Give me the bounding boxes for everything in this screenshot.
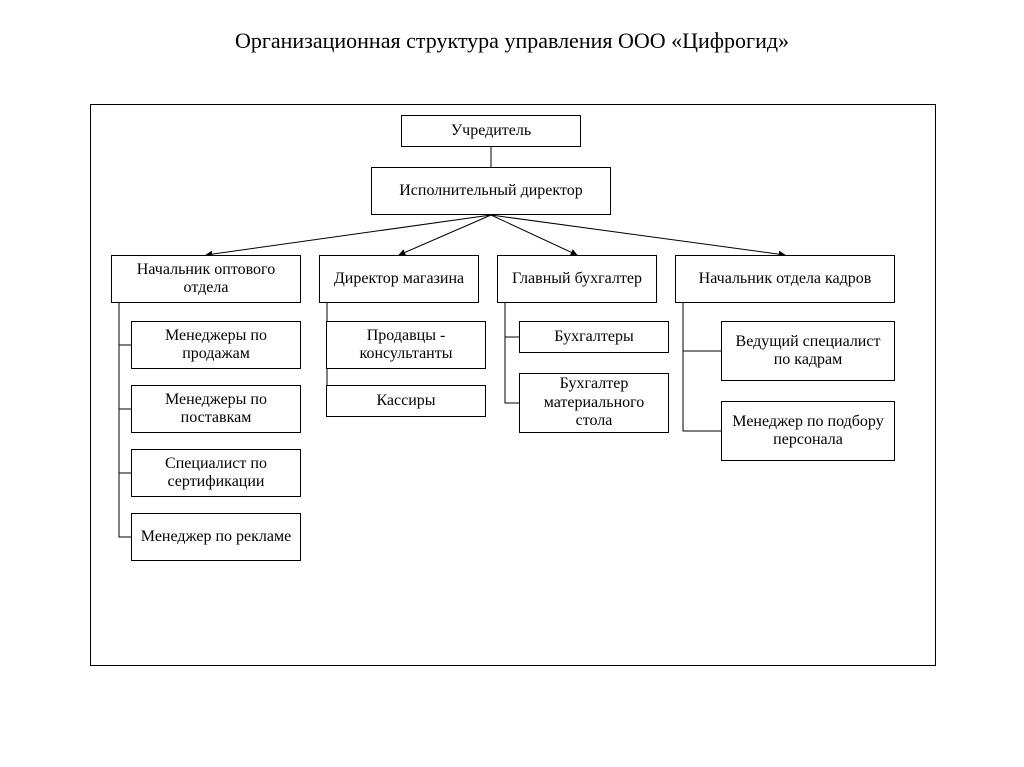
node-store_director: Директор магазина — [319, 255, 479, 303]
node-label: Бухгалтеры — [554, 328, 633, 346]
node-label: Бухгалтер материального стола — [526, 375, 662, 430]
page-title: Организационная структура управления ООО… — [0, 0, 1024, 54]
node-wholesale_head: Начальник оптового отдела — [111, 255, 301, 303]
node-founder: Учредитель — [401, 115, 581, 147]
node-cashiers: Кассиры — [326, 385, 486, 417]
node-accountants: Бухгалтеры — [519, 321, 669, 353]
org-chart: Учредитель Исполнительный директор Начальн… — [90, 104, 936, 666]
node-hr_lead: Ведущий специалист по кадрам — [721, 321, 895, 381]
node-cert_specialist: Специалист по сертификации — [131, 449, 301, 497]
node-label: Продавцы - консультанты — [333, 327, 479, 364]
node-chief_accountant: Главный бухгалтер — [497, 255, 657, 303]
node-label: Главный бухгалтер — [512, 270, 642, 288]
node-label: Начальник оптового отдела — [118, 261, 294, 298]
node-sales_managers: Менеджеры по продажам — [131, 321, 301, 369]
node-label: Менеджер по подбору персонала — [728, 413, 888, 450]
node-label: Учредитель — [451, 122, 531, 140]
node-label: Специалист по сертификации — [138, 455, 294, 492]
node-hr_head: Начальник отдела кадров — [675, 255, 895, 303]
node-label: Менеджеры по поставкам — [138, 391, 294, 428]
node-label: Ведущий специалист по кадрам — [728, 333, 888, 370]
node-label: Кассиры — [376, 392, 435, 410]
node-mat_accountant: Бухгалтер материального стола — [519, 373, 669, 433]
node-sales_consultants: Продавцы - консультанты — [326, 321, 486, 369]
node-ad_manager: Менеджер по рекламе — [131, 513, 301, 561]
node-supply_managers: Менеджеры по поставкам — [131, 385, 301, 433]
node-label: Менеджеры по продажам — [138, 327, 294, 364]
node-label: Директор магазина — [334, 270, 464, 288]
node-recruit_manager: Менеджер по подбору персонала — [721, 401, 895, 461]
node-label: Начальник отдела кадров — [699, 270, 872, 288]
node-exec_director: Исполнительный директор — [371, 167, 611, 215]
node-label: Исполнительный директор — [399, 182, 583, 200]
node-label: Менеджер по рекламе — [141, 528, 291, 546]
